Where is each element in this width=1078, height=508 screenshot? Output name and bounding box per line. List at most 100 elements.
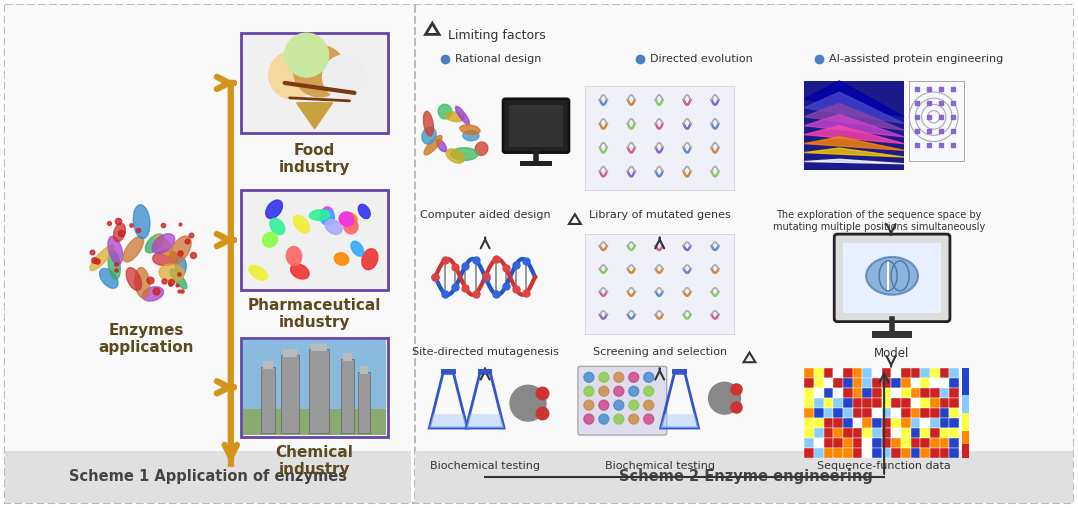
Bar: [824, 388, 833, 398]
Bar: [950, 398, 959, 408]
Bar: [930, 398, 940, 408]
Circle shape: [584, 414, 594, 424]
Bar: [814, 448, 824, 458]
Bar: [824, 378, 833, 388]
Circle shape: [268, 51, 317, 99]
Bar: [843, 428, 853, 438]
Circle shape: [510, 385, 545, 421]
Ellipse shape: [446, 149, 465, 163]
Text: Chemical
industry: Chemical industry: [276, 445, 354, 478]
Ellipse shape: [438, 104, 452, 119]
Bar: [843, 438, 853, 448]
Bar: [862, 398, 872, 408]
Bar: [882, 418, 892, 428]
Circle shape: [599, 414, 609, 424]
Bar: [872, 398, 882, 408]
Ellipse shape: [123, 236, 143, 262]
Bar: [804, 81, 904, 171]
Bar: [853, 428, 862, 438]
Bar: [853, 418, 862, 428]
Ellipse shape: [270, 218, 285, 235]
Bar: [962, 435, 969, 440]
Bar: [833, 448, 843, 458]
Bar: [814, 438, 824, 448]
Bar: [862, 448, 872, 458]
Bar: [804, 438, 814, 448]
Bar: [950, 418, 959, 428]
Ellipse shape: [113, 224, 125, 242]
Bar: [833, 388, 843, 398]
Circle shape: [584, 386, 594, 396]
Bar: [872, 368, 882, 378]
Bar: [814, 408, 824, 418]
Bar: [930, 368, 940, 378]
Bar: [882, 428, 892, 438]
Bar: [892, 428, 901, 438]
Polygon shape: [804, 81, 904, 117]
Ellipse shape: [455, 106, 469, 124]
Bar: [308, 350, 329, 433]
Bar: [921, 398, 930, 408]
Text: AI-assisted protein engineering: AI-assisted protein engineering: [829, 54, 1004, 64]
Bar: [824, 398, 833, 408]
Ellipse shape: [424, 111, 433, 136]
Circle shape: [613, 414, 624, 424]
Ellipse shape: [89, 245, 114, 270]
Bar: [240, 33, 388, 133]
Bar: [263, 361, 273, 369]
Circle shape: [599, 400, 609, 410]
Bar: [962, 404, 969, 408]
Bar: [892, 388, 901, 398]
Ellipse shape: [344, 219, 358, 234]
Bar: [962, 377, 969, 382]
Ellipse shape: [321, 207, 334, 223]
Polygon shape: [804, 125, 904, 144]
Circle shape: [599, 372, 609, 383]
Bar: [804, 418, 814, 428]
Bar: [882, 438, 892, 448]
Bar: [962, 413, 969, 418]
Bar: [962, 449, 969, 454]
Bar: [478, 369, 493, 374]
Bar: [930, 428, 940, 438]
Polygon shape: [804, 103, 904, 130]
Polygon shape: [804, 160, 904, 164]
Bar: [415, 451, 1073, 502]
Bar: [962, 382, 969, 386]
Circle shape: [644, 372, 653, 383]
Bar: [911, 398, 921, 408]
Bar: [950, 388, 959, 398]
Ellipse shape: [460, 125, 480, 135]
Bar: [341, 360, 355, 433]
Bar: [872, 388, 882, 398]
Bar: [833, 428, 843, 438]
Bar: [940, 428, 950, 438]
Text: Computer aided design: Computer aided design: [419, 210, 551, 220]
Bar: [833, 408, 843, 418]
Bar: [962, 408, 969, 413]
Bar: [843, 398, 853, 408]
Bar: [882, 368, 892, 378]
Polygon shape: [429, 414, 467, 428]
Bar: [940, 368, 950, 378]
Bar: [843, 243, 941, 313]
Bar: [853, 438, 862, 448]
Text: Scheme 2 Enzyme engineering: Scheme 2 Enzyme engineering: [619, 469, 873, 484]
Bar: [804, 388, 814, 398]
Bar: [962, 368, 969, 373]
Text: Biochemical testing: Biochemical testing: [605, 461, 715, 471]
Bar: [901, 388, 911, 398]
Ellipse shape: [326, 219, 342, 234]
Bar: [824, 408, 833, 418]
Bar: [853, 368, 862, 378]
Bar: [962, 400, 969, 404]
Ellipse shape: [108, 236, 123, 264]
Bar: [901, 368, 911, 378]
Bar: [911, 418, 921, 428]
Bar: [833, 418, 843, 428]
Bar: [911, 368, 921, 378]
Ellipse shape: [142, 287, 164, 301]
Text: Library of mutated genes: Library of mutated genes: [589, 210, 731, 220]
Bar: [950, 378, 959, 388]
Bar: [804, 368, 814, 378]
